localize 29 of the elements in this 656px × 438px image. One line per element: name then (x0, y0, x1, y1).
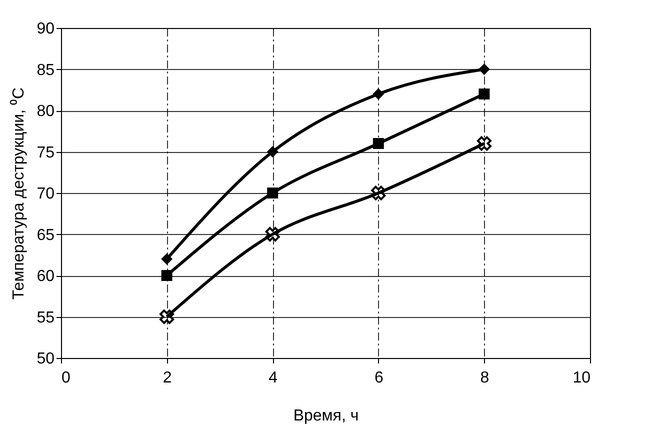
y-tick-label: 75 (36, 144, 55, 162)
point (267, 188, 278, 198)
y-tick-label: 55 (36, 309, 55, 326)
y-tick-label: 85 (36, 62, 55, 79)
point (160, 309, 174, 324)
point (265, 226, 280, 242)
x-tick-label: 6 (374, 370, 384, 386)
y-tick-label: 80 (36, 103, 55, 120)
y-tick-label: 60 (36, 268, 55, 285)
point (161, 270, 172, 281)
x-tick-label: 4 (268, 370, 278, 386)
point (372, 138, 384, 149)
point (266, 146, 278, 158)
x-tick-label: 8 (480, 370, 490, 386)
x-tick-label: 0 (62, 370, 70, 386)
point (371, 186, 386, 200)
x-tick-label: 10 (572, 370, 591, 386)
point (478, 88, 490, 100)
point (478, 64, 490, 75)
point (372, 88, 384, 100)
y-tick-label: 65 (36, 226, 55, 244)
x-tick-label: 2 (162, 370, 172, 386)
x-axis-title: Время, ч (293, 408, 359, 424)
y-axis-title: Температура деструкции, ⁰С (10, 87, 28, 300)
y-tick-label: 70 (36, 186, 55, 202)
point (161, 253, 172, 265)
point (476, 136, 492, 151)
y-tick-label: 90 (36, 20, 55, 38)
y-tick-label: 50 (36, 350, 55, 368)
